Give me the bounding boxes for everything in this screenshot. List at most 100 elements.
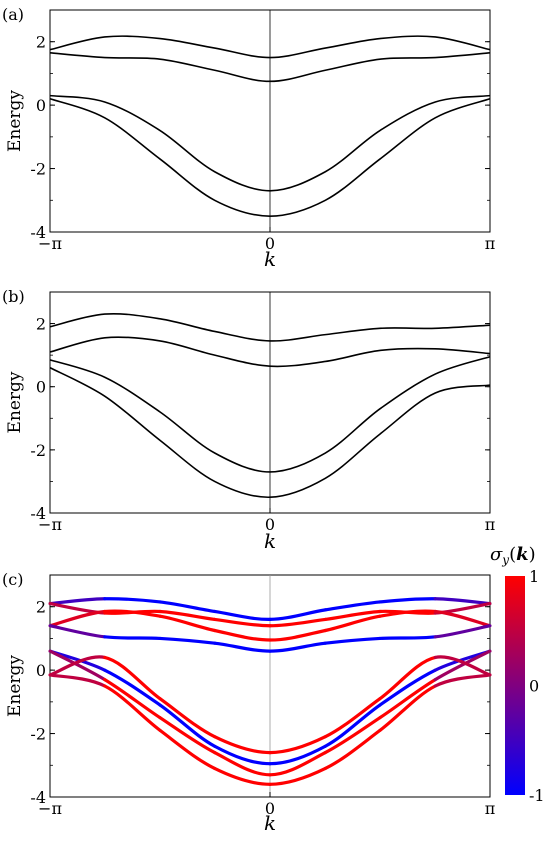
band-segment bbox=[323, 728, 382, 771]
y-tick-label: 2 bbox=[36, 33, 46, 52]
band-segment bbox=[103, 597, 162, 604]
band-segment bbox=[323, 614, 382, 633]
colorbar-tick-label: 1 bbox=[529, 567, 539, 586]
x-tick-label: 0 bbox=[265, 515, 275, 534]
series-3 bbox=[48, 624, 492, 653]
band-segment bbox=[103, 609, 162, 618]
colorbar-gradient bbox=[505, 576, 525, 795]
band-segment bbox=[213, 641, 272, 653]
colorbar-tick-label: 0 bbox=[529, 677, 539, 696]
band-segment bbox=[378, 684, 437, 732]
y-tick-label: -2 bbox=[30, 160, 46, 179]
band-segment bbox=[378, 655, 437, 701]
panel-label: (c) bbox=[2, 570, 23, 589]
x-tick-label: −π bbox=[38, 234, 62, 253]
colorbar: 1 0 -1 σy(k) bbox=[490, 544, 545, 805]
y-tick-label: -2 bbox=[30, 725, 46, 744]
band-segment bbox=[433, 597, 492, 606]
band-segment bbox=[268, 735, 327, 755]
band-segment bbox=[103, 668, 162, 707]
y-tick-label: -4 bbox=[30, 788, 46, 807]
band-segment bbox=[158, 636, 217, 645]
band-line-2 bbox=[50, 94, 490, 192]
band-line-1 bbox=[50, 52, 490, 83]
band-segment bbox=[378, 635, 437, 641]
band-segment bbox=[158, 600, 217, 614]
x-axis-label: k bbox=[264, 811, 276, 835]
panel-label: (b) bbox=[2, 287, 25, 306]
panel-c: 2 0 -2 -4−π 0 π k Energy (c) bbox=[2, 570, 495, 835]
band-segment bbox=[323, 716, 382, 755]
band-segment bbox=[323, 609, 382, 621]
band-segment bbox=[268, 766, 327, 786]
x-tick-label: −π bbox=[38, 799, 62, 818]
x-tick-label: π bbox=[485, 515, 496, 534]
panel-a: 2 0 -2 -4−π 0 π k Energy (a) bbox=[2, 5, 495, 271]
band-segment bbox=[378, 678, 437, 720]
band-segment bbox=[213, 609, 272, 622]
band-segment bbox=[158, 614, 217, 633]
band-segment bbox=[433, 673, 492, 688]
x-axis-label: k bbox=[264, 247, 276, 271]
band-segment bbox=[433, 609, 492, 628]
band-line-2 bbox=[49, 355, 491, 473]
y-tick-label: 0 bbox=[36, 96, 46, 115]
y-tick-label: -2 bbox=[30, 441, 46, 460]
panel-label: (a) bbox=[2, 5, 24, 24]
y-axis-label: Energy bbox=[5, 371, 25, 433]
band-segment bbox=[213, 766, 272, 786]
band-segment bbox=[268, 744, 327, 766]
band-segment bbox=[323, 636, 382, 645]
band-segment bbox=[378, 609, 437, 618]
y-axis-label: Energy bbox=[5, 655, 25, 717]
band-line-3 bbox=[49, 367, 491, 499]
band-segment bbox=[323, 697, 382, 739]
band-segment bbox=[323, 600, 382, 612]
band-line-1 bbox=[49, 336, 490, 368]
band-segment bbox=[213, 628, 272, 642]
band-segment bbox=[48, 597, 107, 606]
band-segment bbox=[268, 617, 327, 628]
band-segment bbox=[378, 597, 437, 604]
band-segment bbox=[268, 628, 327, 642]
panel-b: 2 0 -2 -4−π 0 π k Energy (b) bbox=[2, 287, 495, 553]
band-segment bbox=[158, 728, 217, 771]
band-segment bbox=[103, 678, 162, 720]
band-line-0 bbox=[49, 35, 491, 59]
band-segment bbox=[158, 697, 217, 739]
colorbar-title: σy(k) bbox=[490, 544, 536, 567]
series-0 bbox=[48, 597, 492, 622]
band-segment bbox=[103, 684, 162, 732]
band-segment bbox=[323, 703, 382, 748]
band-line-0 bbox=[49, 313, 490, 342]
band-segment bbox=[48, 673, 107, 688]
band-segment bbox=[48, 624, 107, 639]
y-axis-label: Energy bbox=[5, 90, 25, 152]
x-tick-label: 0 bbox=[265, 234, 275, 253]
band-segment bbox=[103, 635, 162, 641]
band-segment bbox=[268, 608, 327, 621]
band-segment bbox=[213, 617, 272, 628]
colorbar-tick-label: -1 bbox=[529, 786, 545, 805]
band-segment bbox=[433, 624, 492, 639]
band-segment bbox=[268, 641, 327, 653]
series-6 bbox=[48, 655, 492, 755]
band-segment bbox=[268, 751, 327, 777]
y-tick-label: -4 bbox=[30, 223, 46, 242]
y-tick-label: -4 bbox=[30, 504, 46, 523]
band-segment bbox=[213, 735, 272, 755]
x-tick-label: π bbox=[485, 799, 496, 818]
y-tick-label: 0 bbox=[36, 378, 46, 397]
band-segment bbox=[158, 703, 217, 748]
y-tick-label: 2 bbox=[36, 315, 46, 334]
y-tick-label: 2 bbox=[36, 598, 46, 617]
band-segment bbox=[213, 751, 272, 777]
series-7 bbox=[48, 673, 492, 786]
band-segment bbox=[378, 668, 437, 707]
band-segment bbox=[103, 655, 162, 701]
x-tick-label: π bbox=[485, 234, 496, 253]
y-tick-label: 0 bbox=[36, 661, 46, 680]
x-axis-label: k bbox=[264, 529, 276, 553]
x-tick-label: 0 bbox=[265, 799, 275, 818]
